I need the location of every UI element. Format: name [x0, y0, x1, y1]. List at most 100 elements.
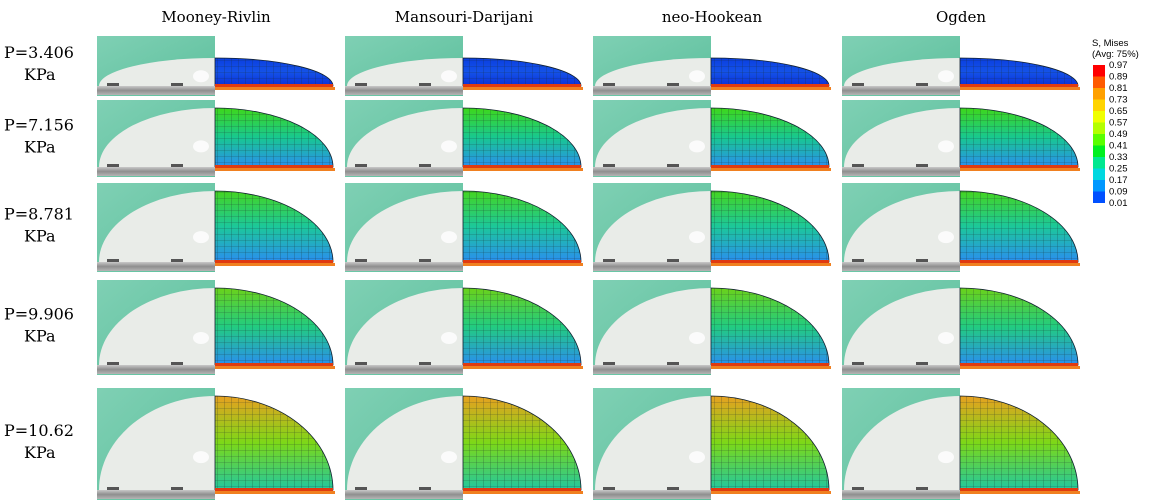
- column-header: Mooney-Rivlin: [161, 8, 271, 26]
- legend-title: S, Mises: [1092, 38, 1129, 49]
- figure: Mooney-RivlinMansouri-Darijanineo-Hookea…: [0, 0, 1151, 503]
- column-header: neo-Hookean: [662, 8, 763, 26]
- legend-swatch: [1093, 100, 1105, 112]
- clip-a: [107, 487, 119, 490]
- fem-base: [215, 87, 335, 90]
- clip-b: [419, 487, 431, 490]
- clip-a: [355, 164, 367, 167]
- photo-glare: [441, 231, 457, 243]
- clip-b: [171, 362, 183, 365]
- fem-base: [960, 87, 1080, 90]
- fem-edge: [960, 260, 1078, 263]
- photo-base: [593, 86, 711, 95]
- fem-edge: [215, 488, 333, 491]
- page: Mooney-RivlinMansouri-Darijanineo-Hookea…: [0, 0, 1151, 503]
- clip-a: [852, 259, 864, 262]
- fem-edge: [960, 84, 1078, 87]
- clip-b: [667, 259, 679, 262]
- photo-glare: [193, 451, 209, 463]
- clip-b: [667, 362, 679, 365]
- photo-base: [593, 262, 711, 271]
- clip-a: [355, 362, 367, 365]
- legend-swatch: [1093, 65, 1105, 77]
- clip-b: [171, 164, 183, 167]
- fem-base: [711, 491, 831, 494]
- photo-glare: [441, 451, 457, 463]
- clip-b: [171, 487, 183, 490]
- row-pressure: P=9.906: [4, 305, 74, 324]
- fem-edge: [215, 84, 333, 87]
- fem-base: [215, 491, 335, 494]
- clip-b: [171, 259, 183, 262]
- fem-edge: [215, 363, 333, 366]
- fem-base: [960, 366, 1080, 369]
- clip-a: [355, 487, 367, 490]
- fem-edge: [215, 260, 333, 263]
- clip-b: [916, 487, 928, 490]
- column-header: Ogden: [936, 8, 986, 26]
- legend-label: 0.65: [1109, 106, 1128, 117]
- clip-a: [603, 164, 615, 167]
- photo-base: [97, 262, 215, 271]
- photo-base: [345, 490, 463, 499]
- photo-base: [97, 365, 215, 374]
- row-unit: KPa: [24, 138, 56, 157]
- legend-swatch: [1093, 180, 1105, 192]
- row-unit: KPa: [24, 227, 56, 246]
- legend-label: 0.57: [1109, 118, 1128, 129]
- fem-edge: [215, 165, 333, 168]
- fem-base: [711, 263, 831, 266]
- photo-base: [97, 167, 215, 176]
- fem-base: [215, 263, 335, 266]
- legend-label: 0.81: [1109, 83, 1128, 94]
- photo-glare: [193, 140, 209, 152]
- fem-base: [960, 491, 1080, 494]
- clip-b: [667, 164, 679, 167]
- photo-glare: [441, 70, 457, 82]
- photo-base: [842, 490, 960, 499]
- clip-b: [667, 83, 679, 86]
- fem-base: [711, 366, 831, 369]
- photo-glare: [938, 332, 954, 344]
- photo-base: [345, 365, 463, 374]
- photo-base: [345, 167, 463, 176]
- legend-label: 0.33: [1109, 152, 1128, 163]
- legend-label: 0.25: [1109, 164, 1128, 175]
- photo-base: [593, 490, 711, 499]
- clip-b: [419, 259, 431, 262]
- fem-edge: [960, 488, 1078, 491]
- clip-a: [355, 83, 367, 86]
- fem-edge: [463, 488, 581, 491]
- legend-subtitle: (Avg: 75%): [1092, 49, 1139, 60]
- legend-swatch: [1093, 169, 1105, 181]
- photo-glare: [193, 231, 209, 243]
- fem-edge: [463, 260, 581, 263]
- clip-a: [852, 83, 864, 86]
- fem-edge: [463, 84, 581, 87]
- row-pressure: P=7.156: [4, 116, 74, 135]
- fem-base: [960, 263, 1080, 266]
- photo-glare: [689, 70, 705, 82]
- legend-label: 0.97: [1109, 60, 1128, 71]
- photo-base: [345, 262, 463, 271]
- row-pressure: P=3.406: [4, 43, 74, 62]
- clip-a: [107, 362, 119, 365]
- legend-swatch: [1093, 123, 1105, 135]
- clip-a: [852, 164, 864, 167]
- fem-edge: [711, 84, 829, 87]
- row-unit: KPa: [24, 65, 56, 84]
- legend-swatch: [1093, 192, 1105, 204]
- photo-glare: [689, 231, 705, 243]
- photo-base: [97, 86, 215, 95]
- fem-base: [463, 168, 583, 171]
- legend-label: 0.09: [1109, 187, 1128, 198]
- legend-label: 0.49: [1109, 129, 1128, 140]
- clip-b: [916, 259, 928, 262]
- fem-base: [215, 168, 335, 171]
- photo-glare: [689, 140, 705, 152]
- fem-base: [463, 263, 583, 266]
- photo-glare: [441, 140, 457, 152]
- clip-b: [419, 83, 431, 86]
- photo-base: [593, 365, 711, 374]
- legend-swatch: [1093, 111, 1105, 123]
